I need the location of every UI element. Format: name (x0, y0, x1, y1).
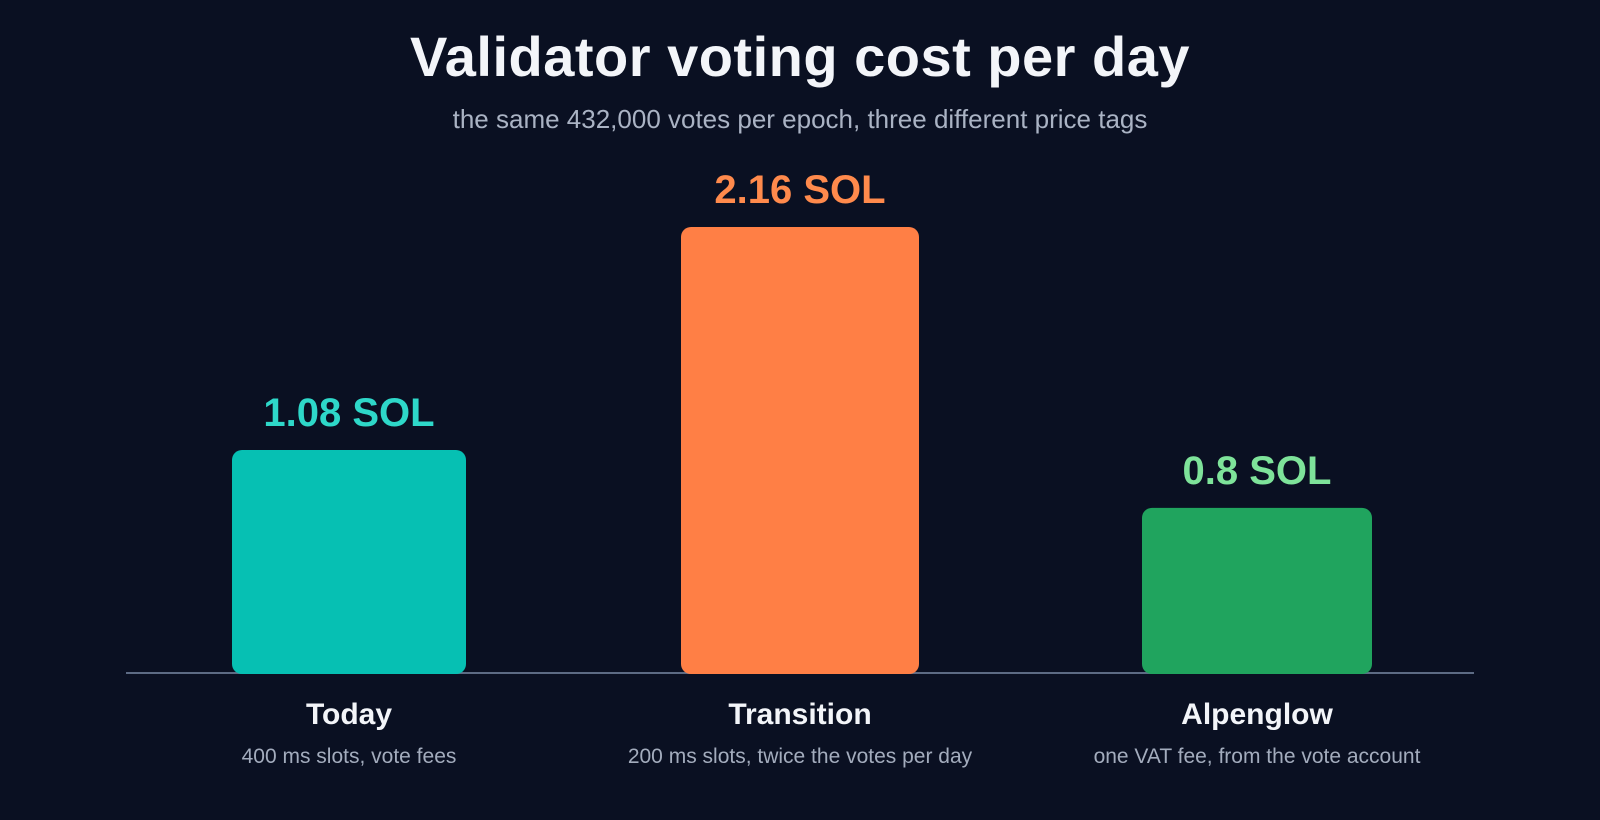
category-note-transition: 200 ms slots, twice the votes per day (628, 745, 973, 768)
bar-today (232, 450, 466, 674)
chart-subtitle: the same 432,000 votes per epoch, three … (452, 104, 1148, 134)
value-label-alpenglow: 0.8 SOL (1183, 449, 1332, 493)
category-note-alpenglow: one VAT fee, from the vote account (1094, 745, 1421, 768)
category-note-today: 400 ms slots, vote fees (242, 745, 457, 768)
chart-title: Validator voting cost per day (409, 25, 1190, 88)
bar-transition (681, 227, 919, 674)
category-label-transition: Transition (728, 698, 871, 731)
bar-alpenglow (1142, 507, 1372, 674)
category-label-alpenglow: Alpenglow (1181, 698, 1333, 731)
value-label-transition: 2.16 SOL (714, 168, 885, 212)
category-label-today: Today (306, 698, 392, 731)
value-label-today: 1.08 SOL (263, 391, 434, 435)
